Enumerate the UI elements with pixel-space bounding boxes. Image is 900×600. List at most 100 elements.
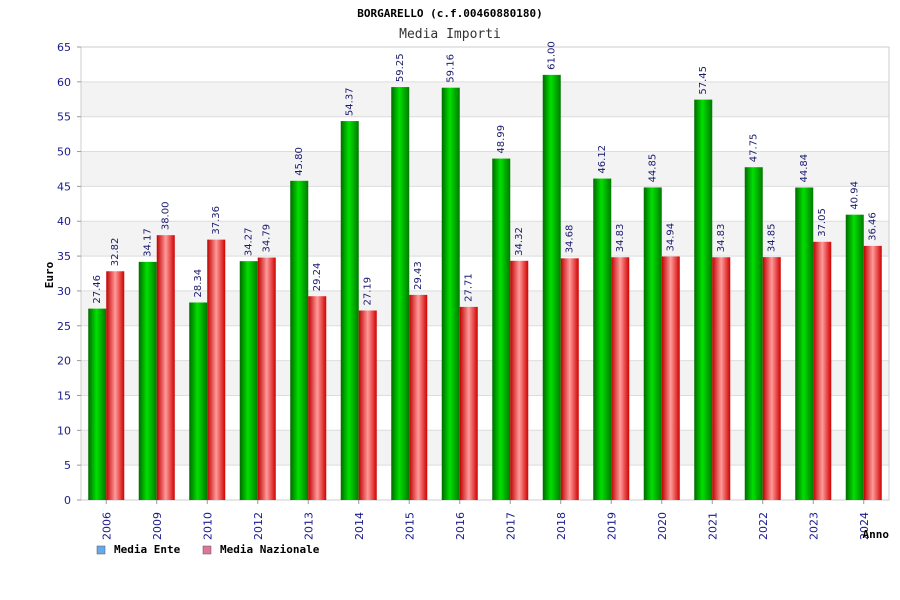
bar-media-nazionale-2006 xyxy=(106,271,125,500)
bar-media-ente-2010 xyxy=(189,302,208,500)
bar-media-nazionale-2015 xyxy=(409,294,428,500)
grid-band xyxy=(81,81,889,117)
data-label-media-ente-2015: 59.25 xyxy=(395,53,406,82)
data-label-media-nazionale-2018: 34.68 xyxy=(565,225,576,254)
x-tick-label-2020: 2020 xyxy=(656,512,669,540)
bar-media-nazionale-2012 xyxy=(257,257,276,500)
bar-media-nazionale-2023 xyxy=(813,241,832,501)
bar-media-ente-2012 xyxy=(239,261,258,500)
bar-media-ente-2019 xyxy=(593,178,612,500)
bar-media-ente-2013 xyxy=(290,180,309,500)
data-label-media-nazionale-2024: 36.46 xyxy=(868,212,879,241)
bar-media-nazionale-2021 xyxy=(712,257,731,500)
x-tick-label-2009: 2009 xyxy=(151,512,164,540)
y-tick-label: 20 xyxy=(57,355,71,368)
data-label-media-ente-2018: 61.00 xyxy=(547,41,558,70)
data-label-media-nazionale-2022: 34.85 xyxy=(767,223,778,252)
legend-swatch-media-ente xyxy=(96,545,106,555)
data-label-media-ente-2016: 59.16 xyxy=(446,54,457,83)
data-label-media-ente-2013: 45.80 xyxy=(294,147,305,176)
data-label-media-nazionale-2021: 34.83 xyxy=(716,224,727,253)
data-label-media-ente-2017: 48.99 xyxy=(496,125,507,154)
data-label-media-nazionale-2020: 34.94 xyxy=(666,223,677,252)
data-label-media-ente-2009: 34.17 xyxy=(143,228,154,257)
y-tick-label: 10 xyxy=(57,424,71,437)
y-tick-label: 60 xyxy=(57,76,71,89)
y-tick-label: 15 xyxy=(57,389,71,402)
y-tick-label: 5 xyxy=(64,459,71,472)
data-label-media-ente-2014: 54.37 xyxy=(345,87,356,116)
bar-media-nazionale-2020 xyxy=(661,256,680,500)
y-tick-label: 65 xyxy=(57,41,71,54)
x-tick-label-2012: 2012 xyxy=(252,512,265,540)
bar-media-ente-2014 xyxy=(340,121,359,501)
x-axis-ticks: 2006 2009 2010 2012 2013 2014 2015 2016 2017 2018… xyxy=(100,500,871,540)
bar-media-nazionale-2017 xyxy=(510,260,529,500)
bar-media-nazionale-2019 xyxy=(611,257,630,500)
bar-media-nazionale-2014 xyxy=(358,310,377,500)
bar-media-ente-2022 xyxy=(744,167,763,500)
y-tick-label: 0 xyxy=(64,494,71,507)
y-axis-ticks: 0 5 10 15 20 25 30 35 40 45 50 55 60 65 xyxy=(57,41,81,507)
data-label-media-nazionale-2013: 29.24 xyxy=(312,263,323,292)
x-tick-label-2014: 2014 xyxy=(353,512,366,540)
bar-media-nazionale-2009 xyxy=(156,235,175,500)
data-label-media-nazionale-2010: 37.36 xyxy=(211,206,222,235)
bar-media-nazionale-2022 xyxy=(762,257,781,500)
x-tick-label-2022: 2022 xyxy=(757,512,770,540)
data-label-media-ente-2021: 57.45 xyxy=(698,66,709,95)
bar-media-ente-2017 xyxy=(492,158,511,500)
data-label-media-ente-2024: 40.94 xyxy=(850,181,861,210)
data-label-media-nazionale-2006: 32.82 xyxy=(110,238,121,267)
y-tick-label: 35 xyxy=(57,250,71,263)
grid-band xyxy=(81,151,889,187)
chart-title: BORGARELLO (c.f.00460880180) xyxy=(357,7,542,20)
bar-media-ente-2015 xyxy=(391,87,410,501)
data-label-media-ente-2019: 46.12 xyxy=(597,145,608,174)
data-label-media-ente-2006: 27.46 xyxy=(92,275,103,304)
legend: Media Ente Media Nazionale xyxy=(96,543,320,556)
bar-media-ente-2018 xyxy=(542,74,561,500)
bar-media-ente-2021 xyxy=(694,99,713,501)
grid-band xyxy=(81,186,889,222)
x-tick-label-2017: 2017 xyxy=(504,512,517,540)
bar-media-ente-2016 xyxy=(441,87,460,500)
bar-media-ente-2009 xyxy=(138,261,157,500)
bar-media-ente-2020 xyxy=(643,187,662,500)
plot-frame xyxy=(80,46,890,501)
x-tick-label-2016: 2016 xyxy=(454,512,467,540)
y-tick-label: 55 xyxy=(57,111,71,124)
x-tick-label-2021: 2021 xyxy=(706,512,719,540)
legend-swatch-media-nazionale xyxy=(202,545,212,555)
legend-label-media-ente: Media Ente xyxy=(114,543,181,556)
bar-media-ente-2006 xyxy=(88,308,107,500)
bar-media-nazionale-2010 xyxy=(207,239,226,501)
bar-media-nazionale-2016 xyxy=(459,306,478,500)
data-label-media-ente-2023: 44.84 xyxy=(799,154,810,183)
bar-media-ente-2023 xyxy=(795,187,814,500)
x-tick-label-2006: 2006 xyxy=(100,512,113,540)
bar-media-nazionale-2018 xyxy=(560,258,579,500)
y-tick-label: 50 xyxy=(57,146,71,159)
data-label-media-nazionale-2017: 34.32 xyxy=(514,227,525,256)
x-tick-label-2018: 2018 xyxy=(555,512,568,540)
x-tick-label-2010: 2010 xyxy=(201,512,214,540)
data-label-media-ente-2010: 28.34 xyxy=(193,269,204,298)
data-label-media-nazionale-2016: 27.71 xyxy=(464,273,475,302)
y-tick-label: 30 xyxy=(57,285,71,298)
data-label-media-ente-2012: 34.27 xyxy=(244,228,255,257)
y-tick-label: 40 xyxy=(57,215,71,228)
data-label-media-nazionale-2023: 37.05 xyxy=(817,208,828,237)
bars: 27.46 32.82 34.17 38.00 28.34 37.36 34.27 34.79… xyxy=(88,41,882,501)
grid-band xyxy=(81,116,889,152)
x-tick-label-2013: 2013 xyxy=(302,512,315,540)
bar-media-nazionale-2013 xyxy=(308,296,327,500)
bar-media-ente-2024 xyxy=(845,214,864,500)
data-label-media-ente-2022: 47.75 xyxy=(749,134,760,163)
data-label-media-ente-2020: 44.85 xyxy=(648,154,659,183)
data-label-media-nazionale-2015: 29.43 xyxy=(413,261,424,290)
data-label-media-nazionale-2019: 34.83 xyxy=(615,224,626,253)
x-axis-label: Anno xyxy=(863,528,890,541)
y-tick-label: 25 xyxy=(57,320,71,333)
